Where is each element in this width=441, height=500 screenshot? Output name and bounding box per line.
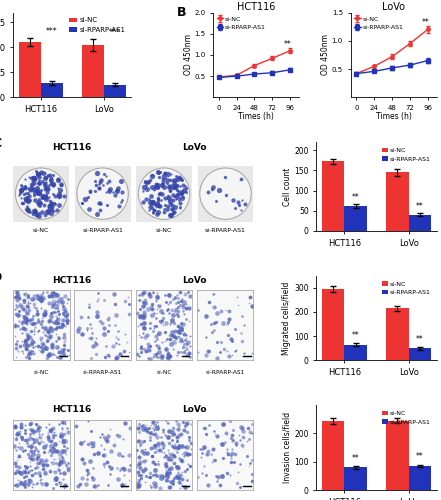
Legend: si-NC, si-RPARP-AS1: si-NC, si-RPARP-AS1	[354, 16, 404, 31]
X-axis label: Times (h): Times (h)	[238, 112, 274, 122]
Text: ***: ***	[46, 28, 57, 36]
Text: HCT116: HCT116	[52, 142, 92, 152]
Text: si-RPARP-AS1: si-RPARP-AS1	[82, 228, 123, 234]
Circle shape	[200, 168, 251, 220]
Text: **: **	[416, 452, 424, 462]
Text: B: B	[177, 6, 186, 18]
Text: HCT116: HCT116	[52, 276, 92, 285]
Bar	[344, 468, 367, 490]
Text: **: **	[422, 18, 430, 26]
Bar	[386, 420, 409, 490]
Title: HCT116: HCT116	[237, 2, 275, 12]
Bar	[41, 84, 63, 98]
Text: LoVo: LoVo	[182, 276, 207, 285]
Bar	[344, 344, 367, 360]
Text: **: **	[416, 334, 424, 344]
Legend: si-NC, si-RPARP-AS1: si-NC, si-RPARP-AS1	[67, 16, 127, 34]
Title: LoVo: LoVo	[382, 2, 405, 12]
Text: **: **	[416, 202, 424, 211]
Text: C: C	[0, 137, 1, 150]
Bar	[104, 85, 126, 98]
Text: ***: ***	[109, 28, 120, 38]
Bar	[386, 172, 409, 231]
Y-axis label: Invasion cells/field: Invasion cells/field	[283, 412, 292, 483]
Bar	[19, 42, 41, 98]
Text: si-RPARP-AS1: si-RPARP-AS1	[205, 228, 246, 234]
Bar	[322, 420, 344, 490]
Legend: si-NC, si-RPARP-AS1: si-NC, si-RPARP-AS1	[379, 278, 434, 297]
Text: **: **	[352, 331, 359, 340]
X-axis label: Times (h): Times (h)	[376, 112, 411, 122]
Bar	[322, 162, 344, 231]
Text: si-NC: si-NC	[34, 370, 49, 376]
Y-axis label: Cell count: Cell count	[283, 168, 292, 205]
Y-axis label: Migrated cells/field: Migrated cells/field	[282, 282, 292, 354]
Circle shape	[77, 168, 128, 220]
Circle shape	[15, 168, 67, 220]
Legend: si-NC, si-RPARP-AS1: si-NC, si-RPARP-AS1	[379, 408, 434, 427]
Text: si-NC: si-NC	[156, 370, 172, 376]
Text: si-RPARP-AS1: si-RPARP-AS1	[83, 370, 122, 376]
Text: **: **	[352, 454, 359, 462]
Text: LoVo: LoVo	[182, 406, 207, 414]
Bar	[409, 215, 431, 231]
Bar	[409, 466, 431, 490]
Legend: si-NC, si-RPARP-AS1: si-NC, si-RPARP-AS1	[379, 145, 434, 164]
Y-axis label: OD 450nm: OD 450nm	[321, 34, 330, 76]
Text: LoVo: LoVo	[183, 142, 207, 152]
Y-axis label: OD 450nm: OD 450nm	[183, 34, 193, 76]
Bar	[344, 206, 367, 231]
Legend: si-NC, si-RPARP-AS1: si-NC, si-RPARP-AS1	[216, 16, 266, 31]
Text: si-NC: si-NC	[33, 228, 49, 234]
Text: HCT116: HCT116	[52, 406, 92, 414]
Bar	[82, 46, 104, 98]
Text: **: **	[284, 40, 292, 48]
Text: si-NC: si-NC	[156, 228, 172, 234]
Bar	[322, 289, 344, 360]
Circle shape	[138, 168, 190, 220]
Bar	[386, 308, 409, 360]
Text: si-RPARP-AS1: si-RPARP-AS1	[206, 370, 245, 376]
Bar	[409, 348, 431, 360]
Text: D: D	[0, 271, 2, 284]
Text: **: **	[352, 193, 359, 202]
